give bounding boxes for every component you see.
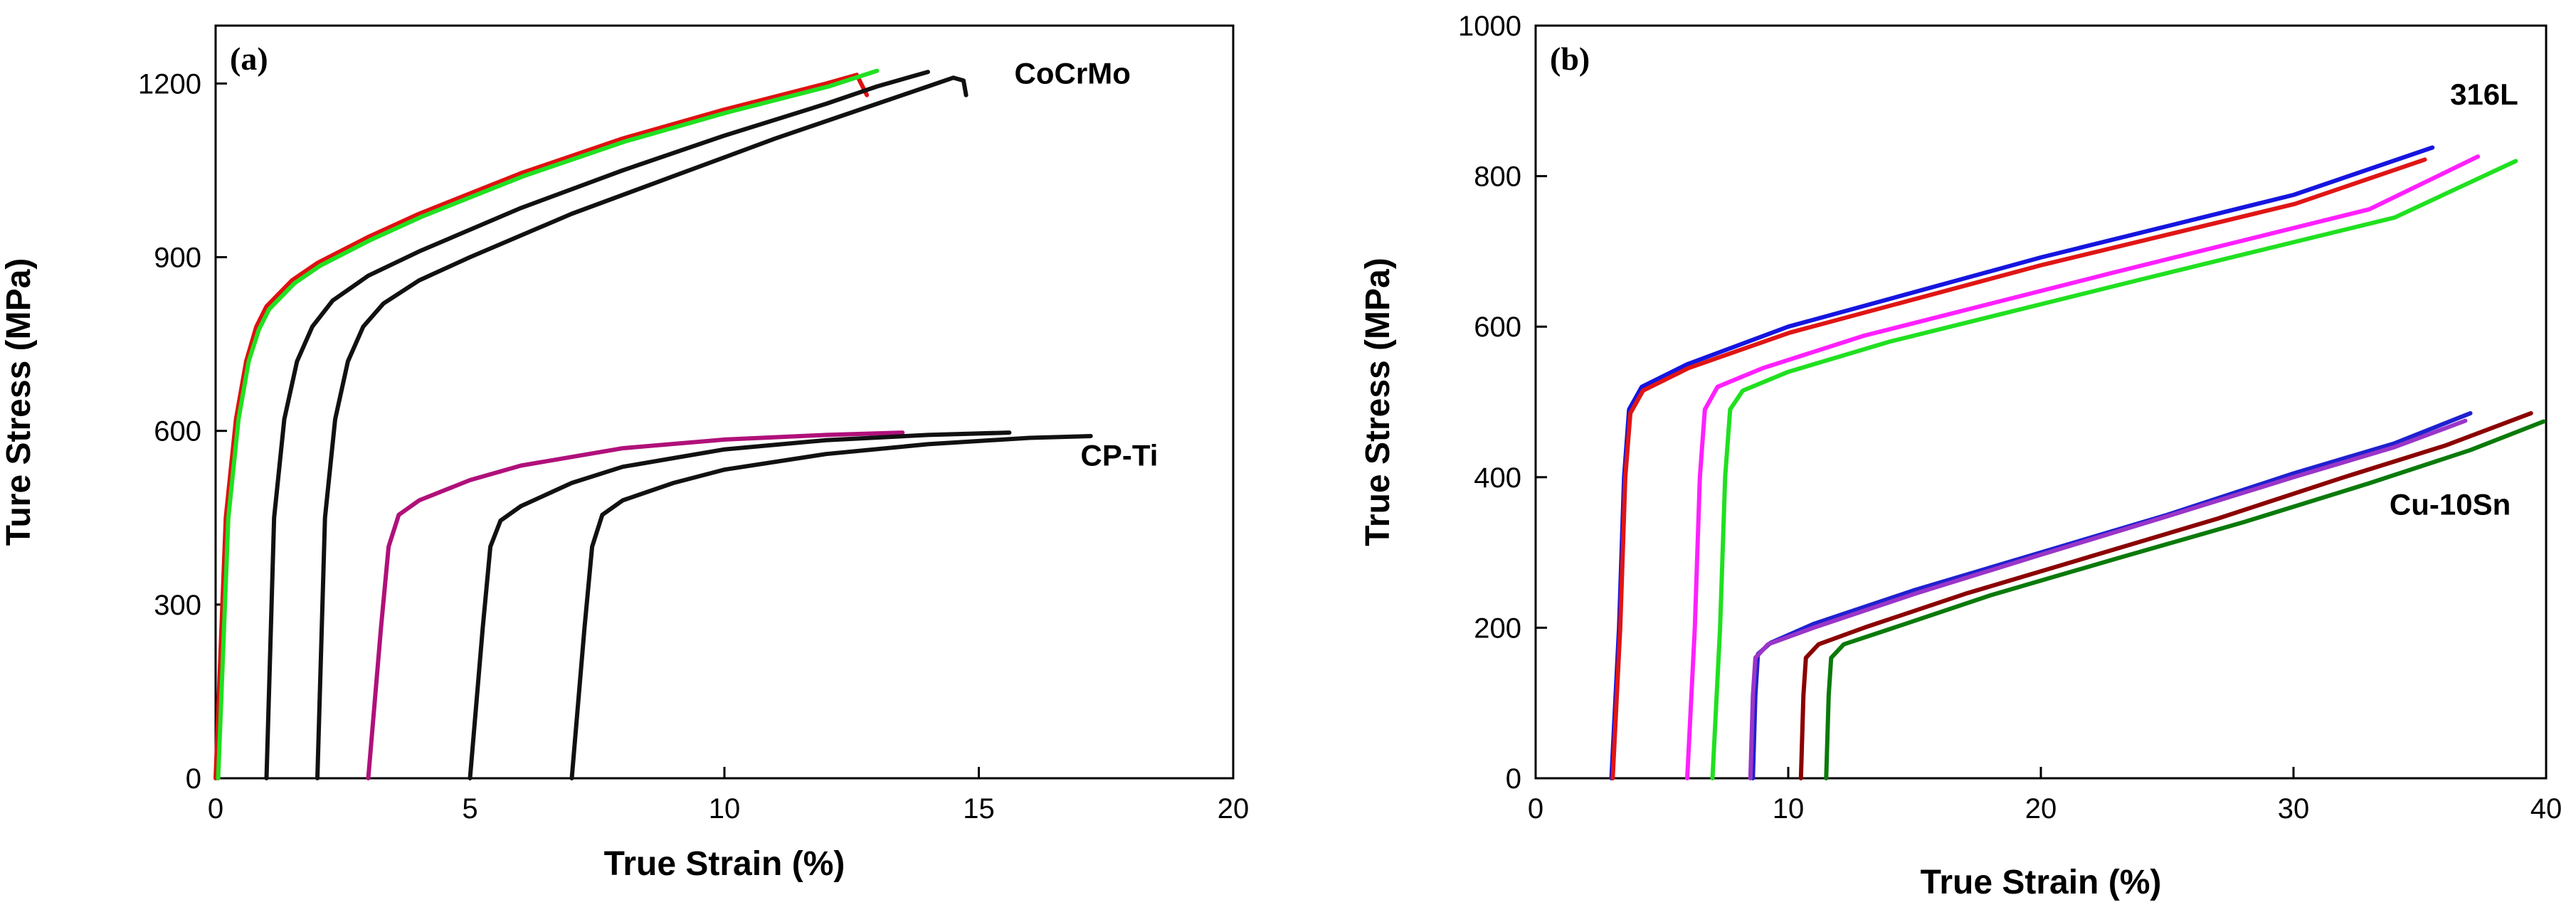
series-line-a-2	[264, 70, 930, 780]
annotation-b-0: 316L	[2450, 78, 2518, 111]
y-tick-label-a: 600	[154, 416, 201, 447]
x-tick-label-a: 20	[1218, 793, 1250, 824]
x-tick-label-b: 20	[2025, 793, 2057, 824]
y-axis-title-b: True Stress (MPa)	[1359, 258, 1397, 546]
y-tick-label-a: 900	[154, 243, 201, 274]
series-line-b-3	[1710, 159, 2518, 780]
y-tick-label-b: 1000	[1458, 11, 1521, 42]
x-tick-label-b: 40	[2530, 793, 2562, 824]
series-line-a-1	[216, 68, 880, 780]
series-line-b-6	[1798, 410, 2533, 780]
annotation-a-0: CoCrMo	[1015, 56, 1131, 90]
y-tick-label-a: 300	[154, 590, 201, 621]
panel-a-chart: 0 5 10 15 20 0 300 600 900 1200 True Strain (%) Tur…	[0, 24, 1250, 883]
y-axis-title-a: Ture Stress (MPa)	[0, 258, 38, 546]
y-tick-label-b: 400	[1474, 462, 1521, 494]
x-tick-label-b: 10	[1773, 793, 1805, 824]
series-line-b-1	[1610, 157, 2427, 780]
panel-label-a: (a)	[230, 41, 268, 77]
plot-frame-a	[214, 24, 1235, 780]
x-tick-label-b: 30	[2278, 793, 2310, 824]
x-tick-label-b: 0	[1528, 793, 1543, 824]
annotation-b-1: Cu-10Sn	[2390, 488, 2511, 521]
series-line-a-3	[315, 75, 968, 780]
series-line-b-5	[1748, 418, 2468, 780]
panel-label-b: (b)	[1550, 41, 1590, 77]
annotation-a-1: CP-Ti	[1081, 439, 1158, 472]
x-tick-label-a: 5	[462, 793, 477, 824]
plot-frame-b	[1534, 24, 2548, 780]
y-tick-label-b: 600	[1474, 312, 1521, 343]
series-line-a-0	[213, 73, 870, 780]
x-axis-title-a: True Strain (%)	[604, 845, 845, 883]
x-axis-title-b: True Strain (%)	[1921, 864, 2162, 901]
x-tick-label-a: 15	[963, 793, 995, 824]
series-line-a-5	[468, 430, 1012, 780]
series-line-a-6	[569, 434, 1093, 780]
x-tick-label-a: 10	[709, 793, 741, 824]
y-tick-label-b: 800	[1474, 161, 1521, 193]
series-line-b-2	[1685, 154, 2481, 780]
y-tick-label-b: 0	[1506, 763, 1521, 795]
y-tick-label-b: 200	[1474, 613, 1521, 644]
series-line-b-4	[1751, 410, 2473, 780]
y-tick-label-a: 1200	[138, 68, 201, 100]
x-tick-label-a: 0	[208, 793, 223, 824]
series-line-b-7	[1824, 419, 2546, 780]
y-tick-label-a: 0	[186, 763, 201, 795]
series-line-b-0	[1609, 145, 2435, 780]
series-line-a-4	[366, 430, 905, 780]
